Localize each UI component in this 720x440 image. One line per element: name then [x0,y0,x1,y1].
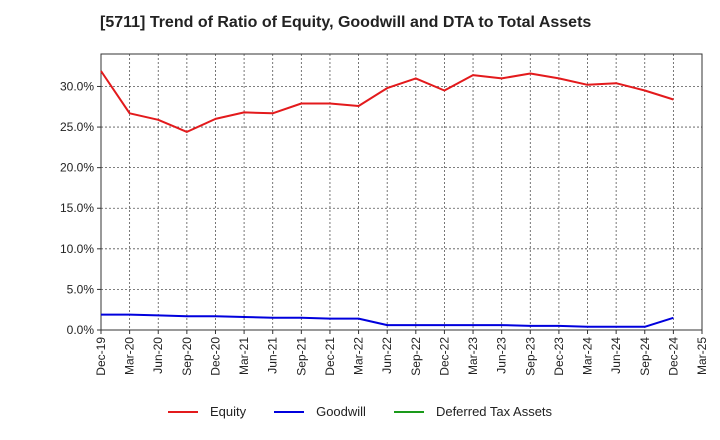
plot-frame [100,53,703,331]
x-tick-label: Sep-24 [638,337,652,376]
y-tick-label: 0.0% [67,323,95,337]
chart-title: [5711] Trend of Ratio of Equity, Goodwil… [100,14,592,31]
y-tick-label: 30.0% [60,79,94,93]
plot-area [101,54,702,330]
legend-label: Deferred Tax Assets [435,404,553,419]
legend-label: Equity [209,404,247,419]
legend-label: Goodwill [316,404,366,419]
x-tick-label: Dec-20 [208,337,222,376]
legend-item-deferred-tax-assets: Deferred Tax Assets [393,404,553,419]
x-tick-label: Mar-24 [581,337,595,375]
y-tick-label: 15.0% [60,201,94,215]
x-tick-label: Sep-22 [409,337,423,376]
legend-swatch [167,410,198,413]
series-line-equity [100,70,674,133]
x-tick-label: Jun-20 [151,337,165,374]
x-tick-label: Sep-20 [180,337,194,376]
x-tick-label: Mar-23 [466,337,480,375]
x-tick-label: Mar-21 [237,337,251,375]
x-tick-label: Jun-23 [495,337,509,374]
x-tick-label: Dec-24 [666,337,680,376]
x-tick-label: Sep-23 [523,337,537,376]
x-tick-label: Dec-22 [437,337,451,376]
legend-item-goodwill: Goodwill [274,404,366,419]
x-tick-label: Dec-21 [323,337,337,376]
x-tick-label: Sep-21 [294,337,308,376]
legend-swatch [393,410,424,413]
x-tick-label: Mar-22 [352,337,366,375]
x-tick-label: Jun-24 [609,337,623,374]
x-tick-label: Dec-19 [94,337,108,376]
legend-item-equity: Equity [167,404,247,419]
y-tick-label: 25.0% [60,120,94,134]
x-tick-label: Dec-23 [552,337,566,376]
x-tick-label: Jun-22 [380,337,394,374]
y-tick-label: 10.0% [60,242,94,256]
y-tick-label: 5.0% [67,282,95,296]
x-tick-label: Jun-21 [266,337,280,374]
legend: Equity Goodwill Deferred Tax Assets [0,404,720,419]
legend-swatch [274,410,305,413]
x-tick-label: Mar-25 [695,337,709,375]
series-line-goodwill [101,313,674,328]
x-tick-label: Mar-20 [123,337,137,375]
y-tick-label: 20.0% [60,161,94,175]
